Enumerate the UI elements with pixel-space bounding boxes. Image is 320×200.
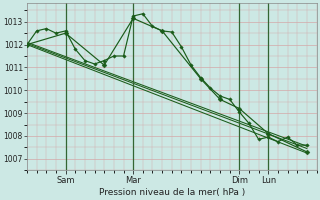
X-axis label: Pression niveau de la mer( hPa ): Pression niveau de la mer( hPa ) (99, 188, 245, 197)
